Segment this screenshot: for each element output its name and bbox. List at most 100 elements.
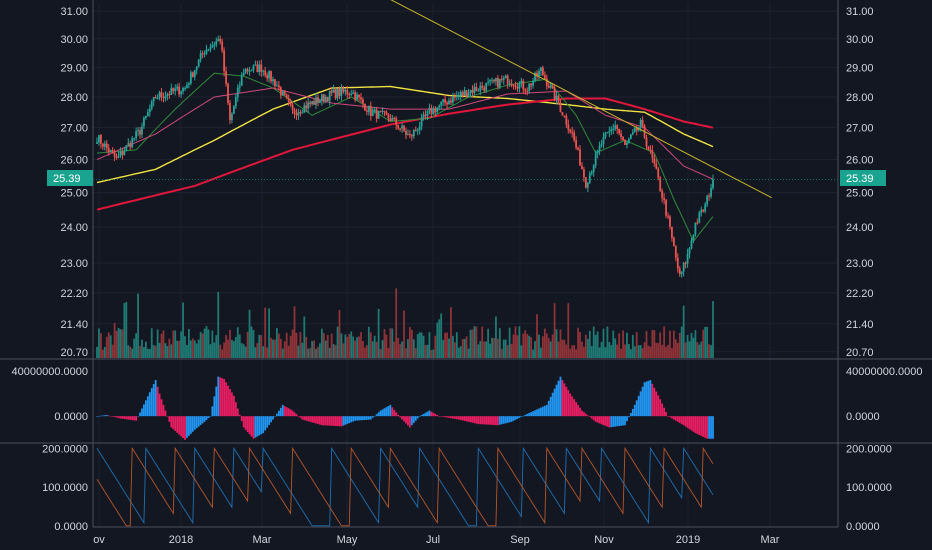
volume-bar — [584, 334, 587, 358]
candle-body — [266, 75, 269, 79]
volume-bar — [191, 338, 194, 358]
histogram-bar — [189, 416, 192, 434]
volume-bar — [389, 328, 392, 358]
volume-bar — [193, 340, 196, 358]
histogram-bar — [524, 414, 527, 417]
trendline — [93, 0, 838, 199]
volume-bar — [383, 329, 386, 358]
candle-body — [479, 85, 482, 91]
histogram-bar — [164, 410, 167, 417]
volume-bar — [567, 303, 570, 358]
volume-bar — [395, 288, 398, 358]
candle-body — [313, 101, 315, 105]
candle-body — [303, 105, 306, 113]
volume-bar — [385, 334, 388, 358]
volume-bar — [453, 342, 456, 358]
candle-body — [598, 145, 601, 151]
histogram-bar — [303, 416, 306, 421]
histogram-bar — [195, 416, 198, 429]
candle-body — [232, 106, 235, 114]
histogram-bar — [107, 415, 110, 417]
volume-bar — [512, 334, 515, 358]
candle-body — [113, 152, 116, 157]
histogram-bar — [461, 416, 464, 421]
candle-body — [174, 88, 177, 92]
candle-body — [655, 163, 658, 169]
candle-body — [583, 169, 585, 178]
histogram-bar — [295, 414, 298, 417]
volume-bar — [579, 332, 581, 358]
volume-bar — [678, 332, 681, 358]
candle-body — [538, 71, 540, 77]
aroon-tick-label-right: 200.0000 — [846, 443, 892, 455]
volume-bar — [232, 341, 235, 358]
volume-bar — [412, 339, 415, 358]
volume-bar — [365, 345, 368, 358]
volume-bar — [125, 301, 128, 358]
histogram-bar — [590, 416, 593, 419]
candle-body — [277, 85, 280, 88]
candle-body — [377, 110, 380, 119]
candle-body — [647, 146, 650, 150]
histogram-bar — [174, 416, 177, 432]
volume-bar — [354, 340, 357, 358]
histogram-bar — [299, 416, 302, 418]
histogram-bar — [123, 416, 126, 419]
volume-bar — [516, 335, 519, 358]
volume-bar — [436, 322, 439, 358]
histogram-bar — [594, 416, 597, 422]
volume-bar — [195, 343, 198, 358]
candle-body — [225, 71, 227, 84]
candle-body — [628, 138, 630, 143]
histogram-bar — [706, 416, 709, 439]
candle-body — [569, 129, 572, 132]
candle-body — [135, 131, 138, 139]
candle-body — [571, 131, 574, 133]
candle-body — [324, 96, 327, 102]
volume-bar — [612, 330, 615, 358]
volume-bar — [152, 345, 155, 358]
candle-body — [336, 89, 339, 99]
histogram-bar — [643, 382, 646, 417]
histogram-bar — [657, 395, 660, 417]
volume-bar — [103, 346, 106, 358]
histogram-bar — [694, 416, 697, 434]
histogram-bar — [141, 408, 143, 417]
volume-bar — [109, 335, 112, 358]
candle-body — [401, 125, 403, 129]
candle-body — [590, 171, 593, 174]
volume-bar — [532, 349, 534, 358]
candle-body — [565, 115, 568, 125]
volume-bar — [405, 348, 407, 358]
candle-body — [276, 85, 278, 87]
histogram-bar — [172, 416, 175, 430]
volume-bar — [669, 330, 671, 358]
candle-body — [164, 96, 167, 99]
volume-bar — [645, 330, 648, 358]
candle-body — [403, 125, 405, 131]
candle-body — [256, 64, 259, 72]
volume-bar — [540, 347, 542, 358]
histogram-bar — [348, 416, 351, 424]
price-tick-label-left: 21.40 — [60, 319, 88, 331]
volume-bar — [690, 332, 693, 358]
volume-bar — [221, 349, 224, 358]
volume-bar — [297, 345, 300, 358]
histogram-bar — [115, 416, 118, 418]
candle-body — [293, 109, 296, 114]
candle-body — [407, 133, 409, 135]
candle-body — [682, 262, 685, 272]
volume-bar — [213, 342, 216, 358]
histogram-bar — [577, 404, 579, 417]
candle-body — [322, 94, 325, 102]
volume-bar — [205, 326, 208, 358]
histogram-bar — [205, 416, 208, 420]
histogram-bar — [178, 416, 181, 435]
candle-body — [387, 114, 390, 119]
volume-bar — [520, 345, 523, 358]
volume-bar — [534, 341, 536, 358]
volume-bar — [162, 330, 165, 358]
volume-bar — [643, 342, 646, 358]
volume-bar — [547, 338, 550, 358]
